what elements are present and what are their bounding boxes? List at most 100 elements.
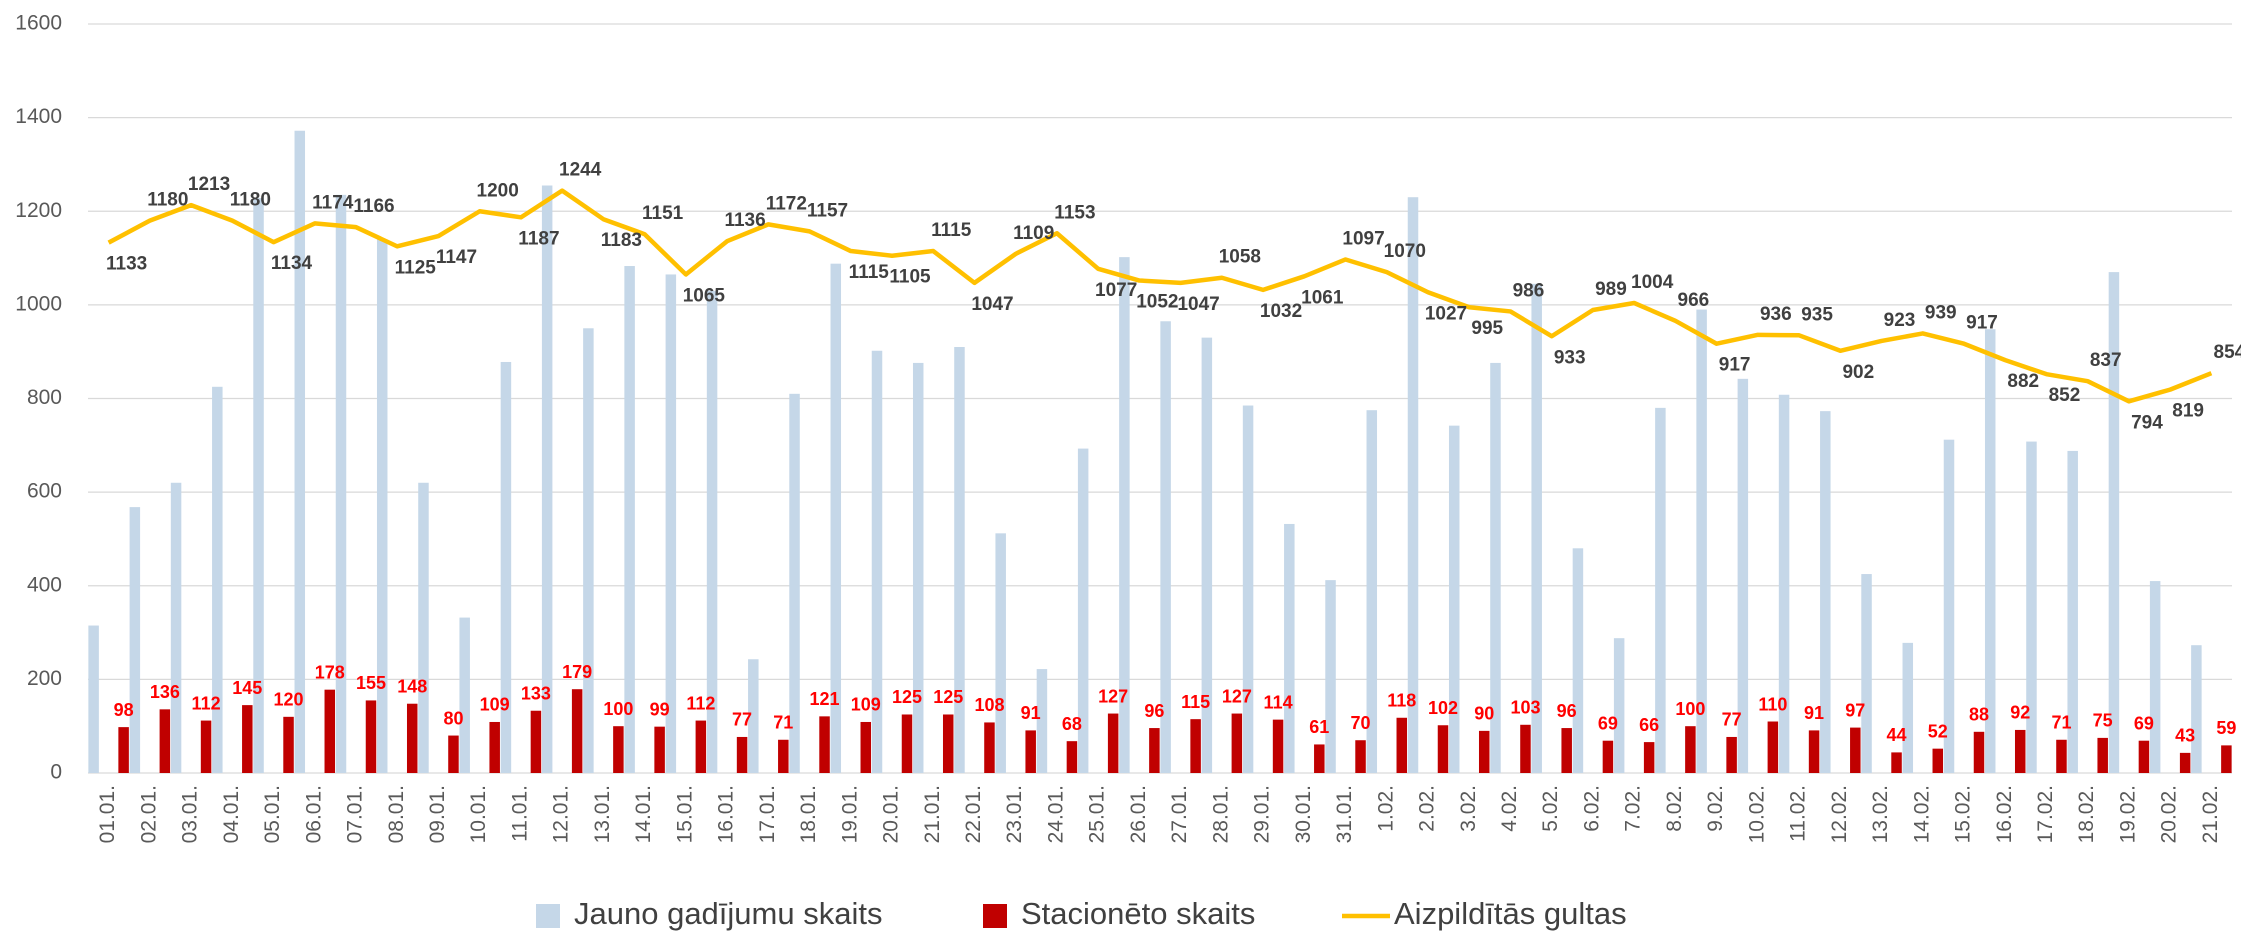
y-tick-label: 600 <box>27 480 62 503</box>
data-label: 100 <box>1675 699 1705 719</box>
bar <box>2179 752 2191 773</box>
bar <box>253 198 264 773</box>
x-tick-label: 2.02. <box>1416 785 1439 832</box>
bar <box>2026 441 2037 773</box>
bar <box>1891 752 1902 773</box>
bar <box>1778 394 1790 773</box>
bar <box>324 689 336 773</box>
data-label: 917 <box>1966 313 1998 334</box>
bar <box>1284 523 1295 773</box>
data-label: 1115 <box>849 262 890 283</box>
data-label: 852 <box>2049 385 2081 406</box>
data-label: 1004 <box>1631 272 1674 293</box>
bar <box>995 533 1006 773</box>
data-label: 1105 <box>889 267 931 288</box>
data-label: 52 <box>1928 721 1948 741</box>
bar <box>2014 729 2026 773</box>
x-tick-label: 20.02. <box>2158 785 2181 843</box>
data-label: 1172 <box>766 193 807 214</box>
bar <box>695 720 707 773</box>
y-tick-label: 200 <box>27 667 62 690</box>
x-tick-label: 3.02. <box>1457 785 1480 832</box>
data-label: 1133 <box>106 254 147 275</box>
x-tick-label: 12.01. <box>550 785 573 843</box>
data-label: 109 <box>480 695 510 715</box>
bar <box>1149 728 1160 773</box>
x-tick-label: 08.01. <box>385 785 408 843</box>
data-label: 96 <box>1144 701 1164 721</box>
bar <box>242 705 253 773</box>
data-label: 1047 <box>971 294 1013 315</box>
x-tick-label: 14.01. <box>632 785 655 843</box>
data-label: 1065 <box>683 285 726 306</box>
bar <box>942 714 954 773</box>
data-label: 917 <box>1719 355 1751 376</box>
data-label: 99 <box>650 699 670 719</box>
data-label: 986 <box>1513 280 1545 301</box>
bar <box>819 716 830 773</box>
data-label: 1157 <box>807 200 848 221</box>
data-label: 933 <box>1554 347 1586 368</box>
x-tick-label: 15.01. <box>673 785 696 843</box>
data-label: 936 <box>1760 304 1792 325</box>
y-tick-label: 400 <box>27 573 62 596</box>
bar <box>1613 638 1625 773</box>
x-tick-label: 25.01. <box>1086 785 1109 843</box>
bar <box>1355 740 1366 773</box>
data-label: 102 <box>1428 698 1458 718</box>
x-tick-label: 05.01. <box>261 785 284 843</box>
bar <box>1861 574 1872 773</box>
data-label: 66 <box>1639 715 1659 735</box>
data-label: 155 <box>356 673 386 693</box>
bar <box>530 710 542 773</box>
x-tick-label: 15.02. <box>1952 785 1975 843</box>
x-tick-label: 24.01. <box>1044 785 1067 843</box>
legend-swatch <box>983 904 1007 928</box>
bar <box>1850 727 1861 773</box>
x-tick-label: 16.01. <box>715 785 738 843</box>
data-label: 966 <box>1678 290 1710 311</box>
bar <box>1943 439 1955 773</box>
x-tick-label: 20.01. <box>880 785 903 843</box>
data-label: 1213 <box>188 174 230 195</box>
bar <box>1025 730 1036 773</box>
bar <box>365 700 377 773</box>
x-tick-label: 06.01. <box>302 785 325 843</box>
bar <box>1448 425 1460 773</box>
x-tick-label: 18.01. <box>797 785 820 843</box>
x-tick-label: 30.01. <box>1292 785 1315 843</box>
bar <box>1407 197 1419 774</box>
data-label: 109 <box>851 695 881 715</box>
x-tick-label: 14.02. <box>1910 785 1933 843</box>
data-label: 136 <box>150 682 180 702</box>
data-label: 108 <box>974 695 1004 715</box>
x-tick-label: 6.02. <box>1580 785 1603 832</box>
data-label: 98 <box>114 700 134 720</box>
x-tick-label: 19.01. <box>838 785 861 843</box>
bar <box>335 194 347 774</box>
x-tick-label: 11.02. <box>1787 785 1810 842</box>
data-label: 882 <box>2007 371 2039 392</box>
bar <box>1767 721 1779 773</box>
y-tick-label: 0 <box>50 761 62 784</box>
bar <box>1107 713 1119 773</box>
data-label: 1200 <box>477 180 519 201</box>
x-tick-label: 13.01. <box>591 785 614 843</box>
bar <box>830 263 842 773</box>
bar <box>1643 742 1655 773</box>
data-label: 91 <box>1804 703 1824 723</box>
x-tick-label: 23.01. <box>1003 785 1026 843</box>
bar <box>613 726 624 773</box>
bar <box>500 361 512 773</box>
bar <box>1396 717 1408 773</box>
data-label: 179 <box>562 662 592 682</box>
data-label: 125 <box>933 687 963 707</box>
x-tick-label: 19.02. <box>2116 785 2139 843</box>
data-label: 1180 <box>230 190 271 211</box>
bar <box>1077 448 1089 773</box>
x-tick-label: 13.02. <box>1869 785 1892 843</box>
bar <box>748 659 759 773</box>
data-label: 103 <box>1510 698 1540 718</box>
data-label: 77 <box>732 710 752 730</box>
